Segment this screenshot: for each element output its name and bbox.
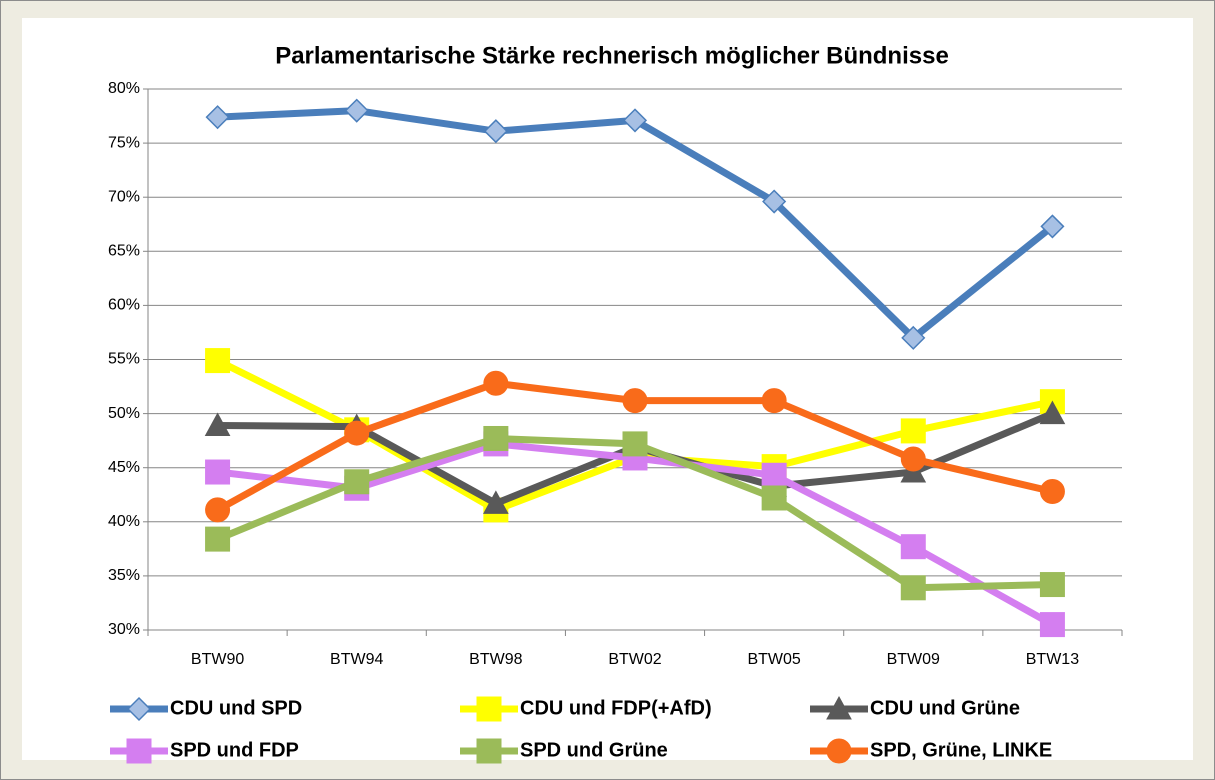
y-tick-label: 30% [108, 621, 140, 638]
legend-marker [826, 738, 852, 764]
legend-marker [126, 738, 152, 764]
marker [483, 119, 508, 144]
x-tick-label: BTW02 [608, 651, 661, 668]
marker [205, 497, 231, 523]
y-tick-label: 70% [108, 188, 140, 205]
y-tick-label: 45% [108, 459, 140, 476]
marker [1039, 479, 1065, 505]
x-tick-label: BTW90 [191, 651, 244, 668]
legend-marker [826, 695, 852, 720]
marker [1039, 400, 1066, 425]
chart-area [22, 18, 1193, 760]
marker [205, 348, 231, 374]
marker [622, 431, 648, 457]
marker [344, 469, 370, 495]
y-tick-label: 40% [108, 513, 140, 530]
marker [622, 388, 648, 414]
x-tick-label: BTW94 [330, 651, 383, 668]
marker [1040, 214, 1065, 239]
chart-title: Parlamentarische Stärke rechnerisch mögl… [275, 42, 949, 69]
marker [483, 370, 509, 396]
y-tick-label: 75% [108, 134, 140, 151]
marker [900, 534, 926, 560]
marker [483, 425, 509, 451]
marker [483, 490, 509, 514]
legend-label: CDU und FDP(+AfD) [520, 697, 712, 719]
marker [1039, 612, 1065, 638]
x-tick-label: BTW05 [747, 651, 800, 668]
marker [901, 325, 926, 350]
y-tick-label: 35% [108, 567, 140, 584]
marker [205, 105, 230, 130]
marker [205, 459, 231, 485]
y-tick-label: 50% [108, 405, 140, 422]
marker [622, 108, 648, 133]
marker [900, 446, 926, 472]
marker [761, 485, 787, 511]
legend-marker [476, 738, 502, 764]
legend-label: CDU und SPD [170, 697, 302, 719]
legend-label: SPD und FDP [170, 739, 299, 761]
legend-label: SPD und Grüne [520, 739, 668, 761]
y-tick-label: 80% [108, 80, 140, 97]
y-tick-label: 55% [108, 351, 140, 368]
marker [900, 418, 926, 444]
marker [761, 388, 787, 414]
marker [344, 420, 370, 446]
x-tick-label: BTW09 [887, 651, 940, 668]
y-tick-label: 65% [108, 243, 140, 260]
legend-marker [126, 696, 152, 722]
x-tick-label: BTW98 [469, 651, 522, 668]
marker [900, 575, 926, 601]
marker [204, 412, 231, 437]
x-tick-label: BTW13 [1026, 651, 1079, 668]
marker [762, 189, 787, 214]
legend-label: SPD, Grüne, LINKE [870, 739, 1052, 761]
marker [1039, 572, 1065, 598]
legend-label: CDU und Grüne [870, 697, 1020, 719]
y-tick-label: 60% [108, 297, 140, 314]
marker [344, 98, 369, 123]
marker [205, 526, 231, 552]
marker [761, 462, 787, 488]
legend-marker [476, 696, 502, 722]
